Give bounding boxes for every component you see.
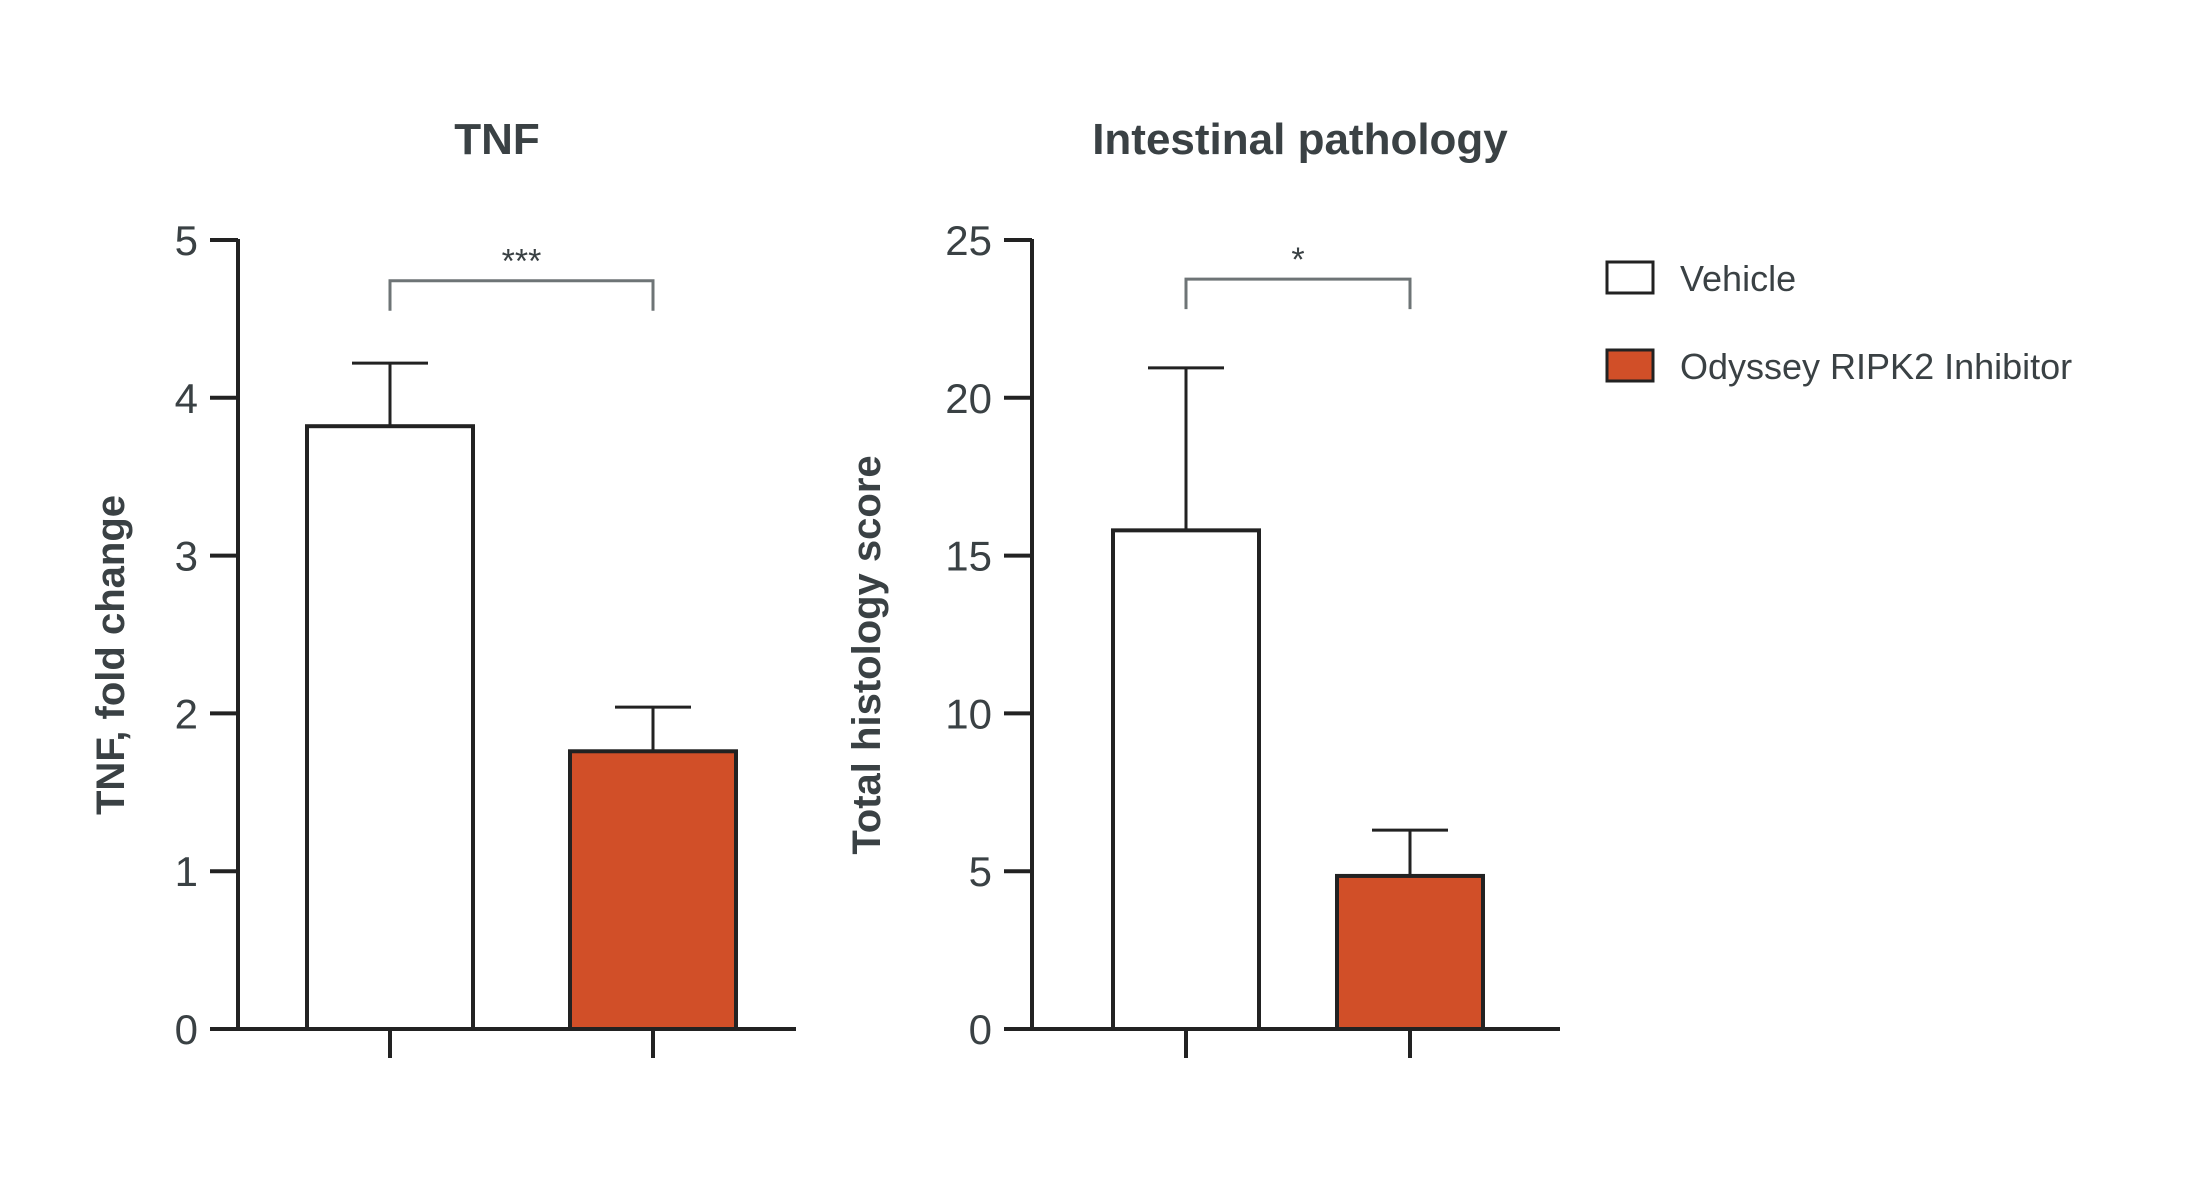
histology-chart: Intestinal pathology Total histology sco… [845,115,1560,1058]
tnf-chart: TNF TNF, fold change 0 1 2 3 4 5 *** [89,115,796,1058]
tnf-y-tick-label: 5 [175,217,198,264]
legend: Vehicle Odyssey RIPK2 Inhibitor [1605,258,2072,387]
histology-y-tick-label: 20 [945,375,992,422]
tnf-y-axis-label: TNF, fold change [89,495,133,815]
tnf-y-tick-label: 2 [175,690,198,737]
histology-y-tick-label: 10 [945,690,992,737]
tnf-bar-inhibitor [568,749,738,1031]
histology-y-tick-label: 25 [945,217,992,264]
legend-swatch-vehicle [1605,260,1655,295]
histology-y-tick-label: 15 [945,533,992,580]
tnf-y-tick-label: 3 [175,533,198,580]
histology-bar-vehicle [1111,528,1261,1031]
histology-significance-label: * [1291,241,1304,279]
legend-swatch-inhibitor [1605,348,1655,383]
tnf-chart-title: TNF [454,115,540,164]
histology-y-axis-label: Total histology score [845,455,889,854]
histology-chart-title: Intestinal pathology [1092,115,1508,164]
legend-label-inhibitor: Odyssey RIPK2 Inhibitor [1680,346,2072,387]
histology-y-tick-label: 5 [969,848,992,895]
tnf-y-tick-label: 0 [175,1006,198,1053]
tnf-significance-bracket [388,279,655,311]
tnf-y-tick-label: 1 [175,848,198,895]
tnf-y-tick-label: 4 [175,375,198,422]
histology-bar-inhibitor [1335,873,1485,1032]
legend-label-vehicle: Vehicle [1680,258,1796,299]
tnf-significance-label: *** [502,243,542,281]
histology-significance-bracket [1184,277,1412,310]
histology-y-tick-label: 0 [969,1006,992,1053]
tnf-bar-vehicle [305,424,475,1032]
